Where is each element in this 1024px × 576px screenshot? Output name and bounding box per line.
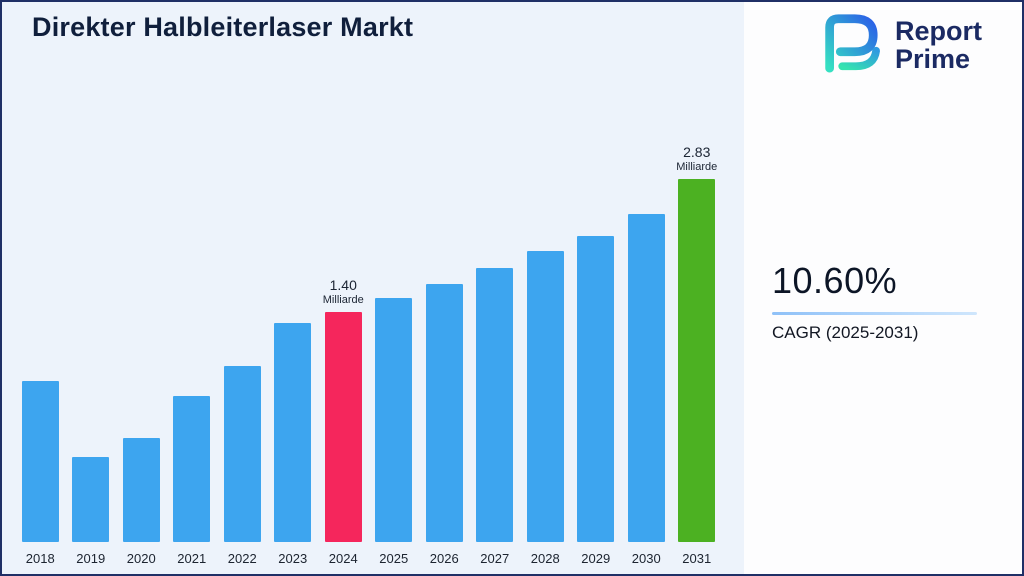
x-tick-label-2021: 2021	[177, 551, 207, 566]
x-tick-label-2029: 2029	[581, 551, 611, 566]
x-tick-label-2031: 2031	[682, 551, 712, 566]
x-tick-label-2019: 2019	[76, 551, 106, 566]
bar-2029	[577, 236, 615, 542]
cagr-underline	[772, 312, 977, 315]
bar-column-2023: 2023	[268, 114, 319, 566]
x-tick-label-2025: 2025	[379, 551, 409, 566]
bar-column-2031: 2.83 Milliarde 2031	[672, 114, 723, 566]
bar-column-2019: 2019	[66, 114, 117, 566]
bar-column-2028: 2028	[520, 114, 571, 566]
bar-column-2026: 2026	[419, 114, 470, 566]
bar-column-2029: 2029	[571, 114, 622, 566]
x-tick-label-2027: 2027	[480, 551, 510, 566]
bar-column-2021: 2021	[167, 114, 218, 566]
bar-chart: 2018 2019 2020 2021 2022 2023 1.40 Milliarde 202…	[15, 114, 722, 566]
bar-value-number: 2.83	[683, 144, 711, 160]
logo-wordmark: Report Prime	[895, 15, 982, 74]
x-tick-label-2028: 2028	[530, 551, 560, 566]
bar-column-2030: 2030	[621, 114, 672, 566]
bar-2025	[375, 298, 413, 542]
bar-2021	[173, 396, 211, 542]
bar-2030	[627, 214, 665, 542]
bar-2020	[122, 438, 160, 542]
bar-2022	[223, 366, 261, 542]
bar-2023	[274, 323, 312, 542]
report-prime-logo: Report Prime	[813, 12, 982, 79]
bar-value-number: 1.40	[329, 277, 357, 293]
cagr-block: 10.60% CAGR (2025-2031)	[772, 260, 982, 343]
bar-2028	[526, 251, 564, 542]
logo-word-report: Report	[895, 15, 982, 46]
bar-value-label-2031: 2.83 Milliarde	[676, 144, 717, 173]
bar-value-label-2024: 1.40 Milliarde	[323, 277, 364, 306]
bar-value-unit: Milliarde	[322, 294, 364, 306]
bar-2027	[476, 268, 514, 542]
x-tick-label-2026: 2026	[429, 551, 459, 566]
bar-2031	[678, 179, 716, 542]
bar-column-2024: 1.40 Milliarde 2024	[318, 114, 369, 566]
x-tick-label-2030: 2030	[631, 551, 661, 566]
bar-value-unit: Milliarde	[676, 161, 718, 173]
cagr-label: CAGR (2025-2031)	[772, 323, 919, 342]
x-tick-label-2024: 2024	[328, 551, 358, 566]
bar-2026	[425, 284, 463, 542]
page-title: Direkter Halbleiterlaser Markt	[32, 12, 414, 42]
bar-column-2022: 2022	[217, 114, 268, 566]
bar-2024	[324, 312, 362, 542]
bar-column-2020: 2020	[116, 114, 167, 566]
x-tick-label-2018: 2018	[25, 551, 55, 566]
x-tick-label-2020: 2020	[126, 551, 156, 566]
bar-2018	[21, 381, 59, 542]
bar-column-2018: 2018	[15, 114, 66, 566]
bar-column-2025: 2025	[369, 114, 420, 566]
x-tick-label-2023: 2023	[278, 551, 308, 566]
bar-2019	[72, 457, 110, 542]
bar-column-2027: 2027	[470, 114, 521, 566]
logo-word-prime: Prime	[895, 43, 971, 74]
cagr-value: 10.60%	[772, 260, 898, 301]
report-prime-logo-mark-icon	[813, 12, 885, 79]
x-tick-label-2022: 2022	[227, 551, 257, 566]
stats-panel	[744, 2, 1022, 574]
